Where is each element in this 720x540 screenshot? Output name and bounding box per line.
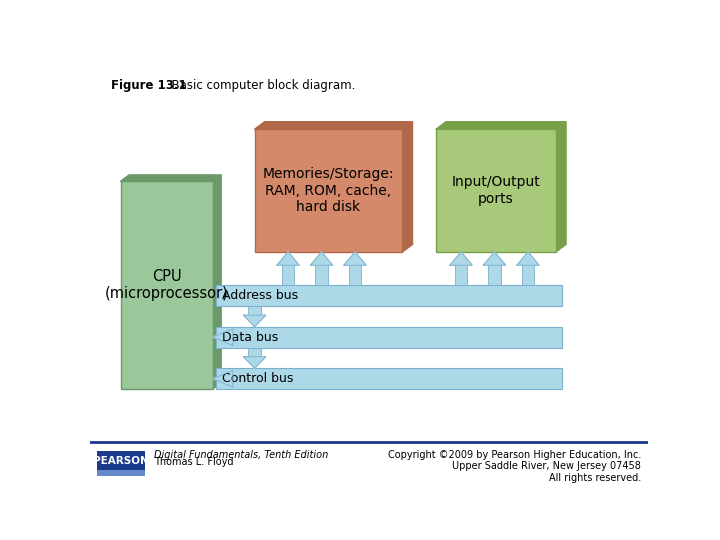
Text: Address bus: Address bus [222,289,298,302]
Text: Digital Fundamentals, Tenth Edition: Digital Fundamentals, Tenth Edition [154,450,328,460]
Polygon shape [344,252,366,265]
Bar [488,265,500,285]
Polygon shape [255,122,413,129]
Text: Figure 13.1: Figure 13.1 [111,79,186,92]
Polygon shape [213,370,233,387]
Bar [349,265,361,285]
Polygon shape [213,175,221,389]
Polygon shape [277,252,300,265]
Polygon shape [450,252,472,265]
Bar [282,265,294,285]
Polygon shape [310,252,333,265]
Polygon shape [243,357,266,368]
Bar [455,265,467,285]
Text: Copyright ©2009 by Pearson Higher Education, Inc.
Upper Saddle River, New Jersey: Copyright ©2009 by Pearson Higher Educat… [388,450,642,483]
Bar [230,374,233,383]
Text: Control bus: Control bus [222,372,294,385]
Bar [215,327,562,348]
Text: Basic computer block diagram.: Basic computer block diagram. [164,79,356,92]
Bar [248,348,261,357]
Polygon shape [483,252,505,265]
Polygon shape [556,122,566,252]
Bar [97,470,145,476]
Text: PEARSON: PEARSON [93,456,148,465]
Polygon shape [402,122,413,252]
Bar [522,265,534,285]
Text: Data bus: Data bus [222,330,279,343]
Text: Memories/Storage:
RAM, ROM, cache,
hard disk: Memories/Storage: RAM, ROM, cache, hard … [263,167,395,214]
Bar [215,368,562,389]
Polygon shape [243,315,266,327]
Bar [248,306,261,315]
Polygon shape [436,122,566,129]
Text: Input/Output
ports: Input/Output ports [451,176,540,206]
Bar [230,333,233,342]
Text: Thomas L. Floyd: Thomas L. Floyd [154,457,234,467]
Bar [255,129,402,252]
Polygon shape [213,329,233,346]
Bar [97,451,145,476]
Bar [121,181,213,389]
Bar [215,285,562,306]
Polygon shape [517,252,539,265]
Polygon shape [121,175,221,181]
Bar [436,129,556,252]
Bar [315,265,328,285]
Text: CPU
(microprocessor): CPU (microprocessor) [105,269,229,301]
